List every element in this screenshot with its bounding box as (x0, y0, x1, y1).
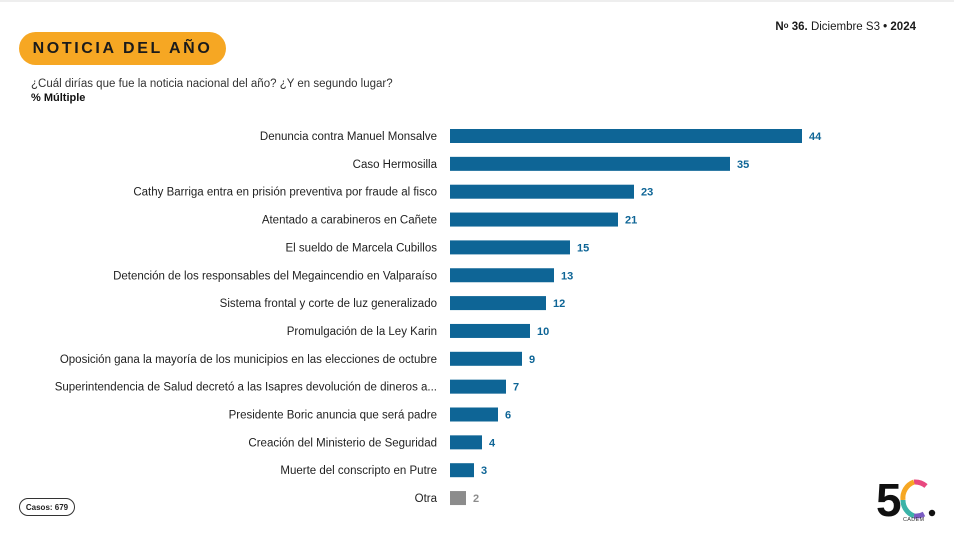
issue-separator: • (883, 21, 888, 33)
question-subtitle: % Múltiple (31, 92, 86, 104)
bar (450, 351, 522, 366)
bar (450, 407, 498, 422)
category-label: Presidente Boric anuncia que será padre (229, 410, 437, 422)
logo-five: 5 (876, 476, 902, 526)
bar (450, 268, 554, 283)
logo-arc-orange (900, 479, 916, 501)
category-label: Oposición gana la mayoría de los municip… (60, 354, 437, 366)
value-label: 35 (737, 159, 749, 171)
value-label: 10 (537, 326, 549, 338)
issue-ordinal: o (783, 21, 789, 30)
issue-number: 36. (791, 21, 808, 33)
value-label: 6 (505, 410, 511, 422)
issue-year: 2024 (890, 21, 916, 33)
value-label: 15 (577, 242, 589, 254)
value-label: 13 (561, 270, 573, 282)
bar (450, 212, 618, 227)
issue-prefix: N (775, 21, 784, 33)
category-label: Creación del Ministerio de Seguridad (248, 437, 437, 449)
bar (450, 323, 530, 338)
bar (450, 379, 506, 394)
bar (450, 184, 634, 199)
section-badge: NOTICIA DEL AÑO (19, 32, 226, 65)
bar (450, 156, 730, 171)
bar (450, 463, 474, 478)
issue-period: Diciembre S3 (810, 21, 880, 33)
value-label: 21 (625, 215, 637, 227)
logo-caption: CADEM (903, 517, 925, 523)
logo-arc-purple (913, 511, 926, 519)
value-label: 3 (481, 465, 487, 477)
bar (450, 491, 466, 506)
bar (450, 435, 482, 450)
category-label: Cathy Barriga entra en prisión preventiv… (133, 187, 437, 199)
top-divider (0, 0, 954, 2)
category-label: Muerte del conscripto en Putre (280, 465, 437, 477)
value-label: 44 (809, 131, 822, 143)
cases-badge: Casos: 679 (19, 498, 75, 516)
category-label: Sistema frontal y corte de luz generaliz… (220, 298, 437, 310)
value-label: 9 (529, 354, 535, 366)
badge-title: NOTICIA DEL AÑO (32, 39, 213, 57)
bar (450, 296, 546, 311)
category-label: Promulgación de la Ley Karin (287, 326, 437, 338)
value-label: 4 (489, 437, 496, 449)
category-label: Denuncia contra Manuel Monsalve (260, 131, 437, 143)
value-label: 7 (513, 382, 519, 394)
cadem-logo: 5 (876, 476, 936, 526)
value-label: 2 (473, 493, 479, 505)
logo-arc-pink (913, 479, 928, 489)
value-label: 23 (641, 187, 653, 199)
category-label: Detención de los responsables del Megain… (113, 270, 437, 282)
question-text: ¿Cuál dirías que fue la noticia nacional… (31, 78, 393, 90)
logo-dot (928, 509, 936, 517)
category-label: El sueldo de Marcela Cubillos (286, 242, 438, 254)
category-label: Atentado a carabineros en Cañete (262, 215, 437, 227)
value-label: 12 (553, 298, 565, 310)
bar (450, 240, 570, 255)
category-label: Superintendencia de Salud decretó a las … (55, 382, 437, 394)
bar (450, 129, 802, 143)
category-label: Otra (415, 493, 438, 505)
logo-arc-teal (900, 499, 916, 519)
issue-info: No 36. Diciembre S3 • 2024 (775, 21, 916, 33)
category-label: Caso Hermosilla (353, 159, 438, 171)
